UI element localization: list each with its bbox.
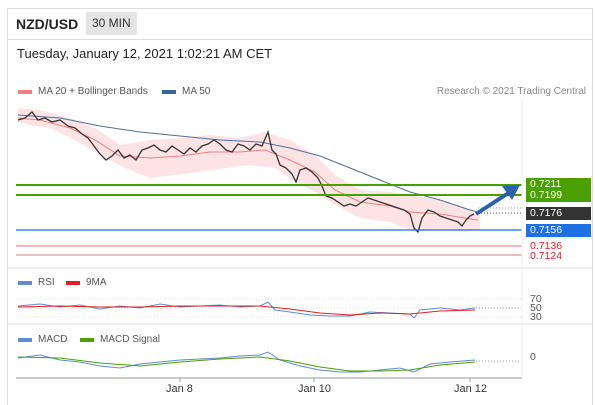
price-tag-resistance-1: 0.7199	[526, 189, 591, 202]
legend-ma20: MA 20 + Bollinger Bands	[18, 86, 148, 97]
legend-swatch	[18, 337, 32, 342]
macd-signal-line	[17, 356, 476, 372]
bollinger-band	[18, 108, 480, 232]
legend-label: MACD Signal	[100, 334, 161, 345]
legend-macd: MACD	[18, 334, 67, 345]
price-label-support-1: 0.7136	[530, 240, 563, 252]
price-label-support-2: 0.7124	[530, 250, 563, 262]
legend-label: MACD	[38, 334, 68, 345]
macd-zero-label: 0	[530, 351, 536, 363]
legend-swatch	[80, 337, 94, 342]
legend-label: MA 50	[182, 86, 211, 97]
x-label-jan12: Jan 12	[454, 383, 488, 395]
ma20-line	[17, 117, 479, 221]
timeframe-badge[interactable]: 30 MIN	[86, 12, 137, 35]
chart-header: NZD/USD 30 MIN	[7, 8, 593, 40]
chart-datetime: Tuesday, January 12, 2021 1:02:21 AM CET	[17, 46, 273, 61]
forecast-arrow-head	[502, 185, 520, 200]
price-tag-pivot: 0.7156	[526, 224, 591, 237]
forecast-arrow-shaft	[474, 190, 512, 216]
rsi-label-30: 30	[530, 311, 542, 323]
rsi-9ma-line	[17, 305, 476, 316]
rsi-line	[17, 301, 476, 319]
macd-line	[17, 351, 476, 373]
x-label-jan8: Jan 8	[166, 383, 193, 395]
legend-rsi-9ma: 9MA	[66, 277, 107, 288]
legend-swatch	[18, 280, 32, 285]
legend-rsi: RSI	[18, 277, 55, 288]
chart-frame	[7, 8, 593, 405]
legend-label: RSI	[38, 277, 55, 288]
symbol-title: NZD/USD	[16, 16, 79, 32]
price-series	[17, 111, 475, 234]
price-tag-resistance-2: 0.7211	[526, 178, 591, 191]
legend-swatch	[162, 89, 176, 94]
legend-swatch	[18, 89, 32, 94]
legend-label: MA 20 + Bollinger Bands	[38, 86, 148, 97]
legend-swatch	[66, 280, 80, 285]
legend-macd-signal: MACD Signal	[80, 334, 160, 345]
rsi-label-70: 70	[530, 293, 542, 305]
ma50-line	[17, 114, 479, 213]
rsi-label-50: 50	[530, 302, 542, 314]
x-label-jan10: Jan 10	[298, 383, 332, 395]
legend-label: 9MA	[86, 277, 107, 288]
legend-ma50: MA 50	[162, 86, 210, 97]
price-tag-last: 0.7176	[526, 207, 591, 220]
credit-text: Research © 2021 Trading Central	[436, 86, 586, 97]
